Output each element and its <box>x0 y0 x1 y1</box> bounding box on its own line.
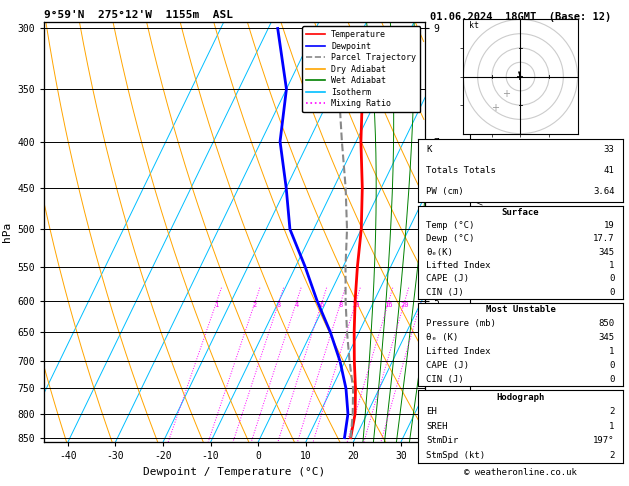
Text: CAPE (J): CAPE (J) <box>426 361 469 370</box>
Text: 1: 1 <box>214 302 219 308</box>
Text: StmSpd (kt): StmSpd (kt) <box>426 451 486 460</box>
Text: 0: 0 <box>609 288 615 297</box>
Text: 197°: 197° <box>593 436 615 445</box>
Text: Lifted Index: Lifted Index <box>426 261 491 270</box>
X-axis label: Dewpoint / Temperature (°C): Dewpoint / Temperature (°C) <box>143 467 325 477</box>
Text: CAPE (J): CAPE (J) <box>426 275 469 283</box>
Text: 2: 2 <box>609 407 615 416</box>
Text: StmDir: StmDir <box>426 436 459 445</box>
Text: 16: 16 <box>384 302 392 308</box>
Y-axis label: hPa: hPa <box>2 222 12 242</box>
Text: 0: 0 <box>609 375 615 384</box>
Text: SREH: SREH <box>426 422 448 431</box>
Text: 01.06.2024  18GMT  (Base: 12): 01.06.2024 18GMT (Base: 12) <box>430 12 611 22</box>
Text: PW (cm): PW (cm) <box>426 187 464 196</box>
Text: +: + <box>502 88 510 99</box>
Text: θₑ (K): θₑ (K) <box>426 333 459 342</box>
Text: CIN (J): CIN (J) <box>426 375 464 384</box>
Text: Most Unstable: Most Unstable <box>486 305 555 314</box>
Text: 2: 2 <box>253 302 257 308</box>
Text: LCL: LCL <box>429 433 443 442</box>
Text: Surface: Surface <box>502 208 539 217</box>
Text: Dewp (°C): Dewp (°C) <box>426 234 475 243</box>
Text: CIN (J): CIN (J) <box>426 288 464 297</box>
Text: Lifted Index: Lifted Index <box>426 347 491 356</box>
Text: θₑ(K): θₑ(K) <box>426 248 454 257</box>
Y-axis label: km
ASL: km ASL <box>459 232 476 254</box>
Text: 17.7: 17.7 <box>593 234 615 243</box>
Text: K: K <box>426 145 432 155</box>
Text: 20: 20 <box>400 302 409 308</box>
Text: 33: 33 <box>604 145 615 155</box>
Text: 3: 3 <box>277 302 281 308</box>
Text: 1: 1 <box>609 261 615 270</box>
Text: 345: 345 <box>598 248 615 257</box>
Text: 1: 1 <box>609 422 615 431</box>
Text: 850: 850 <box>598 319 615 328</box>
Legend: Temperature, Dewpoint, Parcel Trajectory, Dry Adiabat, Wet Adiabat, Isotherm, Mi: Temperature, Dewpoint, Parcel Trajectory… <box>302 26 420 112</box>
Text: 4: 4 <box>294 302 299 308</box>
Text: Temp (°C): Temp (°C) <box>426 221 475 230</box>
Text: Hodograph: Hodograph <box>496 393 545 401</box>
Y-axis label: Mixing Ratio (g/kg): Mixing Ratio (g/kg) <box>476 185 485 279</box>
Text: 0: 0 <box>609 275 615 283</box>
Text: kt: kt <box>469 21 479 30</box>
Text: 1: 1 <box>609 347 615 356</box>
Text: 9°59'N  275°12'W  1155m  ASL: 9°59'N 275°12'W 1155m ASL <box>44 10 233 20</box>
Text: 345: 345 <box>598 333 615 342</box>
Text: 0: 0 <box>609 361 615 370</box>
Text: 41: 41 <box>604 166 615 175</box>
Text: 8: 8 <box>338 302 343 308</box>
Text: 2: 2 <box>609 451 615 460</box>
Text: 19: 19 <box>604 221 615 230</box>
Text: 3.64: 3.64 <box>593 187 615 196</box>
Text: EH: EH <box>426 407 437 416</box>
Text: 10: 10 <box>352 302 360 308</box>
Text: Totals Totals: Totals Totals <box>426 166 496 175</box>
Text: © weatheronline.co.uk: © weatheronline.co.uk <box>464 468 577 477</box>
Text: Pressure (mb): Pressure (mb) <box>426 319 496 328</box>
Text: +: + <box>491 103 499 113</box>
Text: 6: 6 <box>320 302 324 308</box>
